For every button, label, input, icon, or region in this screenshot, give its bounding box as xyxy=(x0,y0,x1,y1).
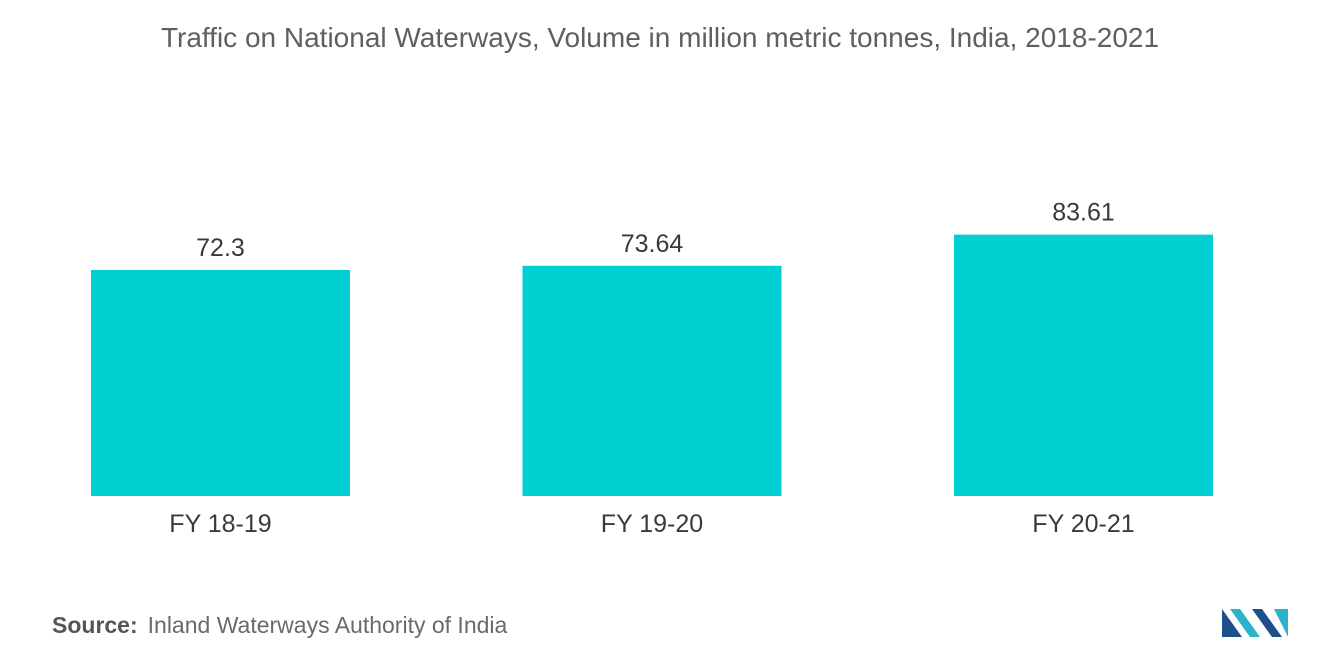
value-label-3: 83.61 xyxy=(1052,199,1115,227)
value-label-1: 72.3 xyxy=(196,234,245,262)
source-text: Inland Waterways Authority of India xyxy=(147,612,508,638)
category-label-3: FY 20-21 xyxy=(1032,510,1134,538)
bar-chart: 72.3 FY 18-19 73.64 FY 19-20 83.61 FY 20-21 xyxy=(91,199,1213,538)
category-label-2: FY 19-20 xyxy=(601,510,703,538)
source-label: Source: xyxy=(52,612,138,638)
category-label-1: FY 18-19 xyxy=(169,510,271,538)
value-label-2: 73.64 xyxy=(621,230,684,258)
bar-1 xyxy=(91,270,350,496)
bar-3 xyxy=(954,234,1213,496)
bar-2 xyxy=(522,265,782,496)
source-note: Source: Inland Waterways Authority of Ind… xyxy=(52,612,507,639)
mordor-intelligence-logo-icon xyxy=(1222,609,1288,637)
chart-title: Traffic on National Waterways, Volume in… xyxy=(160,22,1160,53)
